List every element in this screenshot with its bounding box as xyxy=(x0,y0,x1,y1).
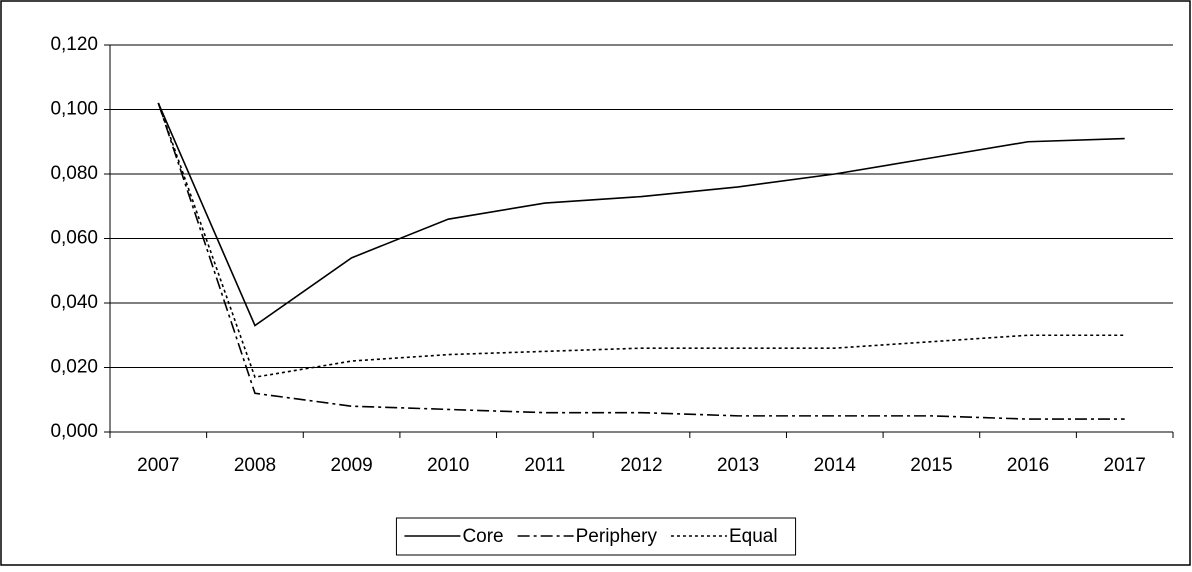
y-tick-label: 0,060 xyxy=(50,228,98,249)
x-tick-label: 2015 xyxy=(910,455,952,476)
y-tick-label: 0,100 xyxy=(50,99,98,120)
x-tick-label: 2011 xyxy=(524,455,565,476)
series-line xyxy=(157,102,1125,327)
series-line xyxy=(157,102,1125,420)
x-tick-label: 2012 xyxy=(620,455,662,476)
y-tick-label: 0,120 xyxy=(50,34,98,55)
legend-label: Core xyxy=(462,526,503,547)
y-tick-label: 0,000 xyxy=(50,421,98,442)
x-tick-label: 2013 xyxy=(717,455,759,476)
series-line xyxy=(157,102,1125,379)
x-tick-label: 2007 xyxy=(137,455,179,476)
x-tick-label: 2017 xyxy=(1104,455,1146,476)
x-tick-label: 2010 xyxy=(427,455,469,476)
legend-label: Periphery xyxy=(576,526,658,547)
y-tick-label: 0,020 xyxy=(50,357,98,378)
y-tick-label: 0,080 xyxy=(50,163,98,184)
x-tick-label: 2016 xyxy=(1007,455,1049,476)
x-tick-label: 2008 xyxy=(234,455,276,476)
x-tick-label: 2014 xyxy=(814,455,857,476)
legend-label: Equal xyxy=(729,526,778,547)
y-tick-label: 0,040 xyxy=(50,292,98,313)
legend-box xyxy=(395,517,797,556)
x-tick-label: 2009 xyxy=(330,455,372,476)
